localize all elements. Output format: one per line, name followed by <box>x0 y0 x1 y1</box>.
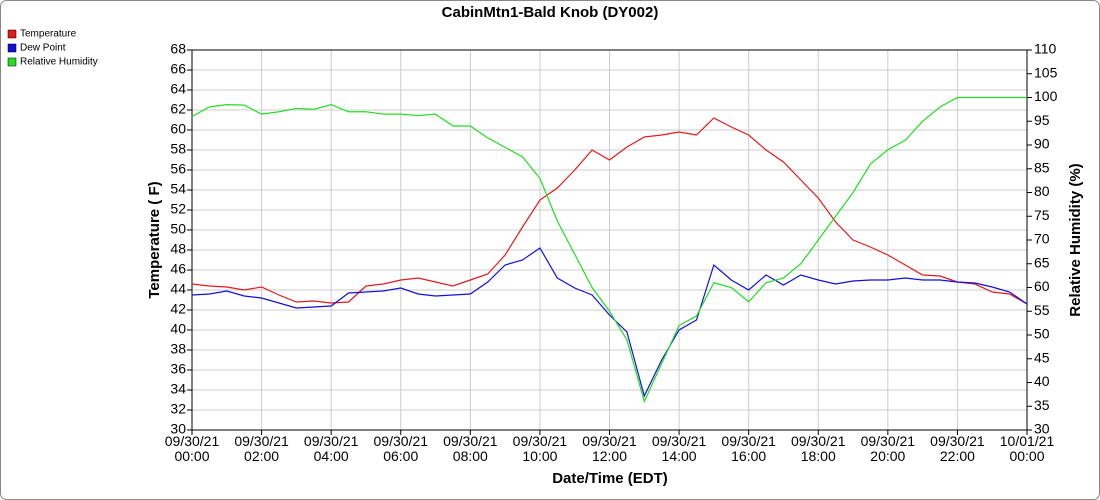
y-tick-label: 50 <box>170 221 186 237</box>
legend-label: Temperature <box>20 29 77 40</box>
x-tick-label: 09/30/21 04:00 <box>303 433 359 464</box>
y2-tick-label: 55 <box>1034 302 1050 318</box>
y-tick-label: 48 <box>170 241 186 257</box>
x-axis-label: Date/Time (EDT) <box>552 470 668 487</box>
y2-axis-label: Relative Humidity (%) <box>1067 163 1084 316</box>
y-tick-label: 54 <box>170 181 186 197</box>
chart-title: CabinMtn1-Bald Knob (DY002) <box>442 4 659 21</box>
y-tick-label: 66 <box>170 61 186 77</box>
y-tick-label: 56 <box>170 161 186 177</box>
y2-tick-label: 45 <box>1034 349 1050 365</box>
y-tick-label: 38 <box>170 341 186 357</box>
series-line <box>191 117 1028 305</box>
y2-tick-label: 60 <box>1034 278 1050 294</box>
legend-label: Dew Point <box>20 43 66 54</box>
x-tick-label: 10/01/21 00:00 <box>999 433 1055 464</box>
y-tick-label: 68 <box>170 41 186 57</box>
y-tick-label: 58 <box>170 141 186 157</box>
y2-tick-label: 80 <box>1034 183 1050 199</box>
y-tick-label: 64 <box>170 81 186 97</box>
y-tick-label: 46 <box>170 261 186 277</box>
y-tick-label: 40 <box>170 321 186 337</box>
y-tick-label: 44 <box>170 281 186 297</box>
y-tick-label: 62 <box>170 101 186 117</box>
x-tick-label: 09/30/21 16:00 <box>721 433 776 464</box>
y-tick-label: 32 <box>170 401 186 417</box>
y-tick-label: 42 <box>170 301 186 317</box>
series-line <box>191 247 1028 398</box>
x-tick-label: 09/30/21 06:00 <box>373 433 429 464</box>
y-tick-label: 36 <box>170 361 186 377</box>
y2-tick-label: 75 <box>1034 207 1050 223</box>
plot-border <box>191 49 1028 431</box>
y2-tick-label: 40 <box>1034 373 1050 389</box>
y-tick-label: 30 <box>170 421 186 437</box>
x-tick-label: 09/30/21 10:00 <box>512 433 568 464</box>
y2-tick-label: 35 <box>1034 397 1050 413</box>
legend-swatch <box>7 57 17 67</box>
x-tick-label: 09/30/21 02:00 <box>234 433 289 464</box>
y2-tick-label: 70 <box>1034 231 1050 247</box>
y2-tick-label: 85 <box>1034 159 1050 175</box>
x-tick-label: 09/30/21 12:00 <box>582 433 637 464</box>
y2-tick-label: 30 <box>1034 421 1050 437</box>
y2-tick-label: 90 <box>1034 136 1050 152</box>
y-axis-label: Temperature ( F) <box>146 181 163 298</box>
y2-tick-label: 110 <box>1034 41 1057 57</box>
x-tick-label: 09/30/21 14:00 <box>651 433 707 464</box>
y-tick-label: 52 <box>170 201 186 217</box>
x-tick-label: 09/30/21 00:00 <box>164 433 220 464</box>
y2-tick-label: 50 <box>1034 326 1050 342</box>
x-tick-label: 09/30/21 18:00 <box>791 433 846 464</box>
y-tick-label: 34 <box>170 381 186 397</box>
y2-tick-label: 100 <box>1034 88 1058 104</box>
y-tick-label: 60 <box>170 121 186 137</box>
legend-swatch <box>7 43 17 53</box>
y2-tick-label: 65 <box>1034 254 1050 270</box>
x-tick-label: 09/30/21 22:00 <box>930 433 985 464</box>
x-tick-label: 09/30/21 08:00 <box>443 433 498 464</box>
x-tick-label: 09/30/21 20:00 <box>860 433 916 464</box>
legend-swatch <box>7 29 17 39</box>
y2-tick-label: 95 <box>1034 112 1050 128</box>
y2-tick-label: 105 <box>1034 64 1058 80</box>
series-line <box>191 96 1027 404</box>
legend-label: Relative Humidity <box>20 57 98 68</box>
